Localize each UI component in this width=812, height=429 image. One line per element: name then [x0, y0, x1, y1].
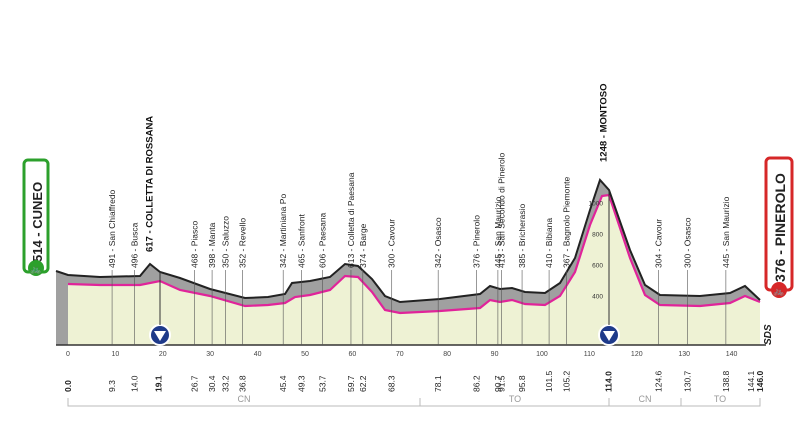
km-label: 78.1 — [433, 375, 443, 392]
km-label: 9.3 — [107, 380, 117, 392]
km-label: 36.8 — [237, 375, 247, 392]
waypoint-lines — [111, 270, 727, 345]
distance-tick: 30 — [206, 351, 214, 358]
km-label: 49.3 — [297, 375, 307, 392]
km-label: 30.4 — [207, 375, 217, 392]
altitude-tick: 800 — [592, 232, 603, 239]
km-label: 124.6 — [654, 370, 664, 392]
summit-label: 617 - COLLETTA DI ROSSANA — [145, 116, 156, 252]
distance-tick: 90 — [491, 351, 499, 358]
distance-tick: 120 — [631, 351, 643, 358]
km-label: 146.0 — [755, 370, 765, 392]
distance-tick: 110 — [584, 351, 595, 358]
km-label: 130.7 — [682, 370, 692, 392]
start-badge: 514 - CUNEO 🚲 — [22, 158, 50, 276]
distance-tick: 70 — [396, 351, 404, 358]
km-label: 144.1 — [746, 370, 756, 392]
waypoint-label: 491 - San Chiaffredo — [107, 189, 117, 268]
waypoint-label: 350 - Saluzzo — [220, 216, 230, 268]
km-label: 68.3 — [387, 375, 397, 392]
province-to-2: TO — [714, 394, 726, 404]
summit-label: 1248 - MONTOSO — [598, 84, 609, 163]
km-label: 105.2 — [562, 370, 572, 392]
km-label: 0.0 — [63, 380, 73, 392]
distance-tick: 80 — [443, 351, 451, 358]
km-label: 26.7 — [190, 375, 200, 392]
distance-tick: 60 — [348, 351, 356, 358]
km-label: 101.5 — [544, 370, 554, 392]
waypoint-label: 300 - Osasco — [682, 217, 692, 268]
km-label: 138.8 — [721, 370, 731, 392]
distance-tick: 140 — [726, 351, 738, 358]
start-label: 514 - CUNEO — [30, 182, 45, 262]
km-label: 19.1 — [154, 375, 164, 392]
distance-tick: 50 — [301, 351, 309, 358]
waypoint-label: 613 - Colletta di Paesana — [346, 172, 356, 268]
bike-icon: 🚲 — [30, 264, 41, 274]
distance-tick: 10 — [111, 351, 119, 358]
altitude-tick: 1000 — [589, 201, 604, 208]
km-label: 114.0 — [603, 371, 613, 392]
waypoint-label: 398 - Manta — [207, 222, 217, 268]
distance-ticks: 0 10 20 30 40 50 60 70 80 90 100 110 120 130 140 — [66, 351, 737, 358]
finish-badge: 376 - PINEROLO 🚲 — [764, 156, 794, 298]
waypoint-label: 445 - San Maurizio — [721, 196, 731, 268]
waypoint-label: 342 - Osasco — [433, 217, 443, 268]
finish-marker: SDS — [763, 324, 774, 345]
km-label: 14.0 — [129, 375, 139, 392]
altitude-tick: 600 — [592, 263, 603, 270]
distance-tick: 0 — [66, 351, 70, 358]
km-label: 62.2 — [358, 375, 368, 392]
waypoint-label: 304 - Cavour — [654, 219, 664, 268]
waypoint-label: 413 - San Secondo di Pinerolo — [497, 152, 507, 268]
summit-marker-rossana — [149, 324, 171, 346]
province-cn-2: CN — [639, 394, 652, 404]
altitude-ticks: 1000 800 600 400 — [589, 201, 604, 301]
km-label: 59.7 — [346, 375, 356, 392]
waypoint-label: 342 - Martiniana Po — [278, 194, 288, 268]
valley-area — [68, 195, 760, 345]
waypoint-label: 376 - Pinerolo — [472, 215, 482, 268]
km-label: 45.4 — [278, 375, 288, 392]
finish-label: 376 - PINEROLO — [772, 173, 788, 282]
province-bar: CN TO CN TO — [67, 394, 761, 407]
summit-marker-montoso — [598, 324, 620, 346]
km-label: 86.2 — [472, 375, 482, 392]
waypoint-label: 352 - Revello — [237, 218, 247, 268]
km-label: 90.7 — [493, 375, 503, 392]
distance-tick: 130 — [678, 351, 690, 358]
waypoint-label: 367 - Bagnolo Piemonte — [562, 177, 572, 268]
waypoint-label: 468 - Piasco — [190, 220, 200, 268]
waypoint-label: 496 - Busca — [129, 222, 139, 268]
province-cn-1: CN — [238, 394, 251, 404]
km-label: 91.5 — [497, 375, 507, 392]
profile-skyline — [55, 178, 761, 304]
km-label: 95.8 — [517, 375, 527, 392]
waypoint-label: 300 - Cavour — [387, 219, 397, 268]
waypoint-label: 445 - San Maurizio — [493, 196, 503, 268]
bike-icon: 🚲 — [773, 286, 784, 296]
waypoint-labels: 491 - San Chiaffredo 496 - Busca 468 - Pia… — [107, 84, 731, 269]
waypoint-label: 385 - Bricherasio — [517, 203, 527, 268]
distance-tick: 40 — [254, 351, 262, 358]
waypoint-label: 410 - Bibiana — [544, 218, 554, 268]
province-to-1: TO — [509, 394, 521, 404]
waypoint-label: 374 - Barge — [358, 223, 368, 268]
waypoint-label: 606 - Paesana — [318, 212, 328, 268]
km-labels: 0.0 9.3 14.0 19.1 26.7 30.4 33.2 36.8 45.4 49.3 53… — [63, 370, 765, 392]
altitude-tick: 400 — [592, 294, 603, 301]
route-line — [67, 193, 761, 315]
km-label: 33.2 — [220, 375, 230, 392]
distance-tick: 100 — [536, 351, 548, 358]
waypoint-label: 465 - Sanfront — [297, 213, 307, 268]
km-label: 53.7 — [318, 375, 328, 392]
distance-tick: 20 — [159, 351, 167, 358]
